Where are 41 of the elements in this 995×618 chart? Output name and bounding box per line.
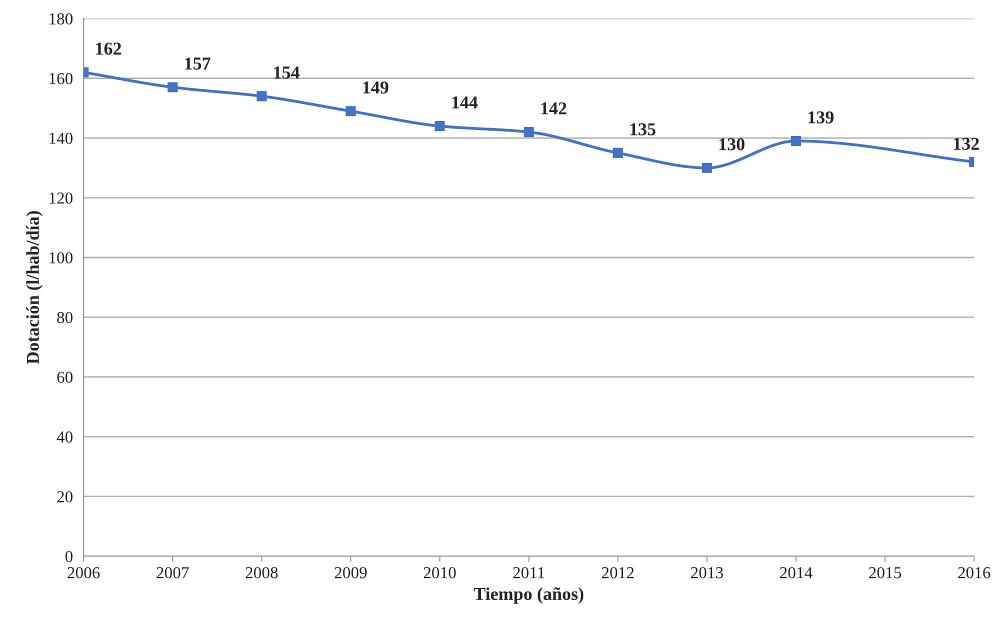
point <box>434 121 445 132</box>
y-tick-label: 80 <box>57 312 73 324</box>
y-tick-label: 100 <box>50 252 73 264</box>
data-label: 135 <box>630 123 656 136</box>
x-axis-title: Tiempo (años) <box>474 587 584 604</box>
y-tick-label: 140 <box>50 132 73 144</box>
data-label: 142 <box>541 102 566 114</box>
point <box>346 106 356 116</box>
y-tick-label: 180 <box>50 13 73 24</box>
x-tick-label: 2009 <box>334 567 367 578</box>
x-tick-label: 2010 <box>424 567 456 578</box>
x-tick-label: 2006 <box>68 567 100 578</box>
data-label: 139 <box>808 111 834 124</box>
x-tick-label: 2012 <box>602 567 634 578</box>
x-tick-label: 2008 <box>246 567 278 578</box>
y-tick-label: 160 <box>50 72 73 84</box>
point <box>702 162 712 173</box>
y-tick-label: 60 <box>57 372 73 383</box>
x-tick-label: 2007 <box>156 567 189 578</box>
point <box>612 148 623 158</box>
x-tick-label: 2013 <box>691 567 723 578</box>
y-axis-title: Dotación (l/hab/día) <box>26 211 43 364</box>
point <box>168 82 178 92</box>
data-label: 154 <box>274 66 300 79</box>
x-tick-label: 2016 <box>958 567 990 578</box>
point <box>524 127 534 138</box>
point <box>256 91 267 102</box>
data-label: 144 <box>452 96 478 108</box>
y-tick-label: 0 <box>65 550 73 562</box>
data-label: 130 <box>720 138 744 150</box>
x-tick-label: 2015 <box>869 567 902 578</box>
data-label: 162 <box>96 42 121 55</box>
data-label: 149 <box>363 81 388 94</box>
point <box>790 136 802 146</box>
x-tick-label: 2011 <box>513 567 544 578</box>
y-tick-label: 40 <box>56 431 73 443</box>
y-tick-label: 120 <box>50 192 73 204</box>
data-label: 157 <box>185 58 210 70</box>
y-tick-label: 20 <box>57 491 73 502</box>
x-tick-label: 2014 <box>780 567 812 578</box>
data-label: 132 <box>954 138 979 150</box>
